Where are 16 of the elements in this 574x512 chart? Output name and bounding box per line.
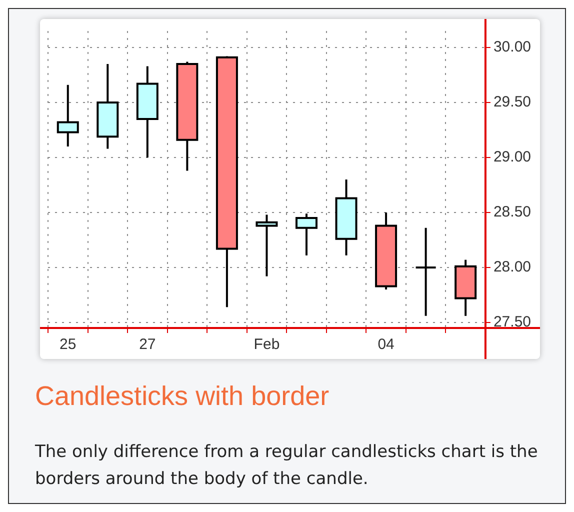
y-tick-label: 27.50 [493,314,532,331]
candlestick [256,214,278,278]
x-tick-label: Feb [254,336,280,354]
candlestick [296,212,318,256]
y-tick-label: 28.00 [493,258,532,276]
candlestick [414,226,437,317]
y-tick-label: 28.50 [493,204,532,221]
x-tick-label: 27 [139,336,156,354]
candlestick [56,84,79,148]
text: Candlesticks with border [35,381,330,412]
text: The only difference from a regular candlesticks chart is the borders around the body of the candle. [35,441,539,491]
y-tick-label: 29.50 [493,94,532,111]
x-tick-label: 25 [60,336,76,354]
x-tick-label: 04 [378,336,394,354]
y-tick-label: 29.00 [493,148,532,166]
y-tick-label: 30.00 [493,38,532,56]
